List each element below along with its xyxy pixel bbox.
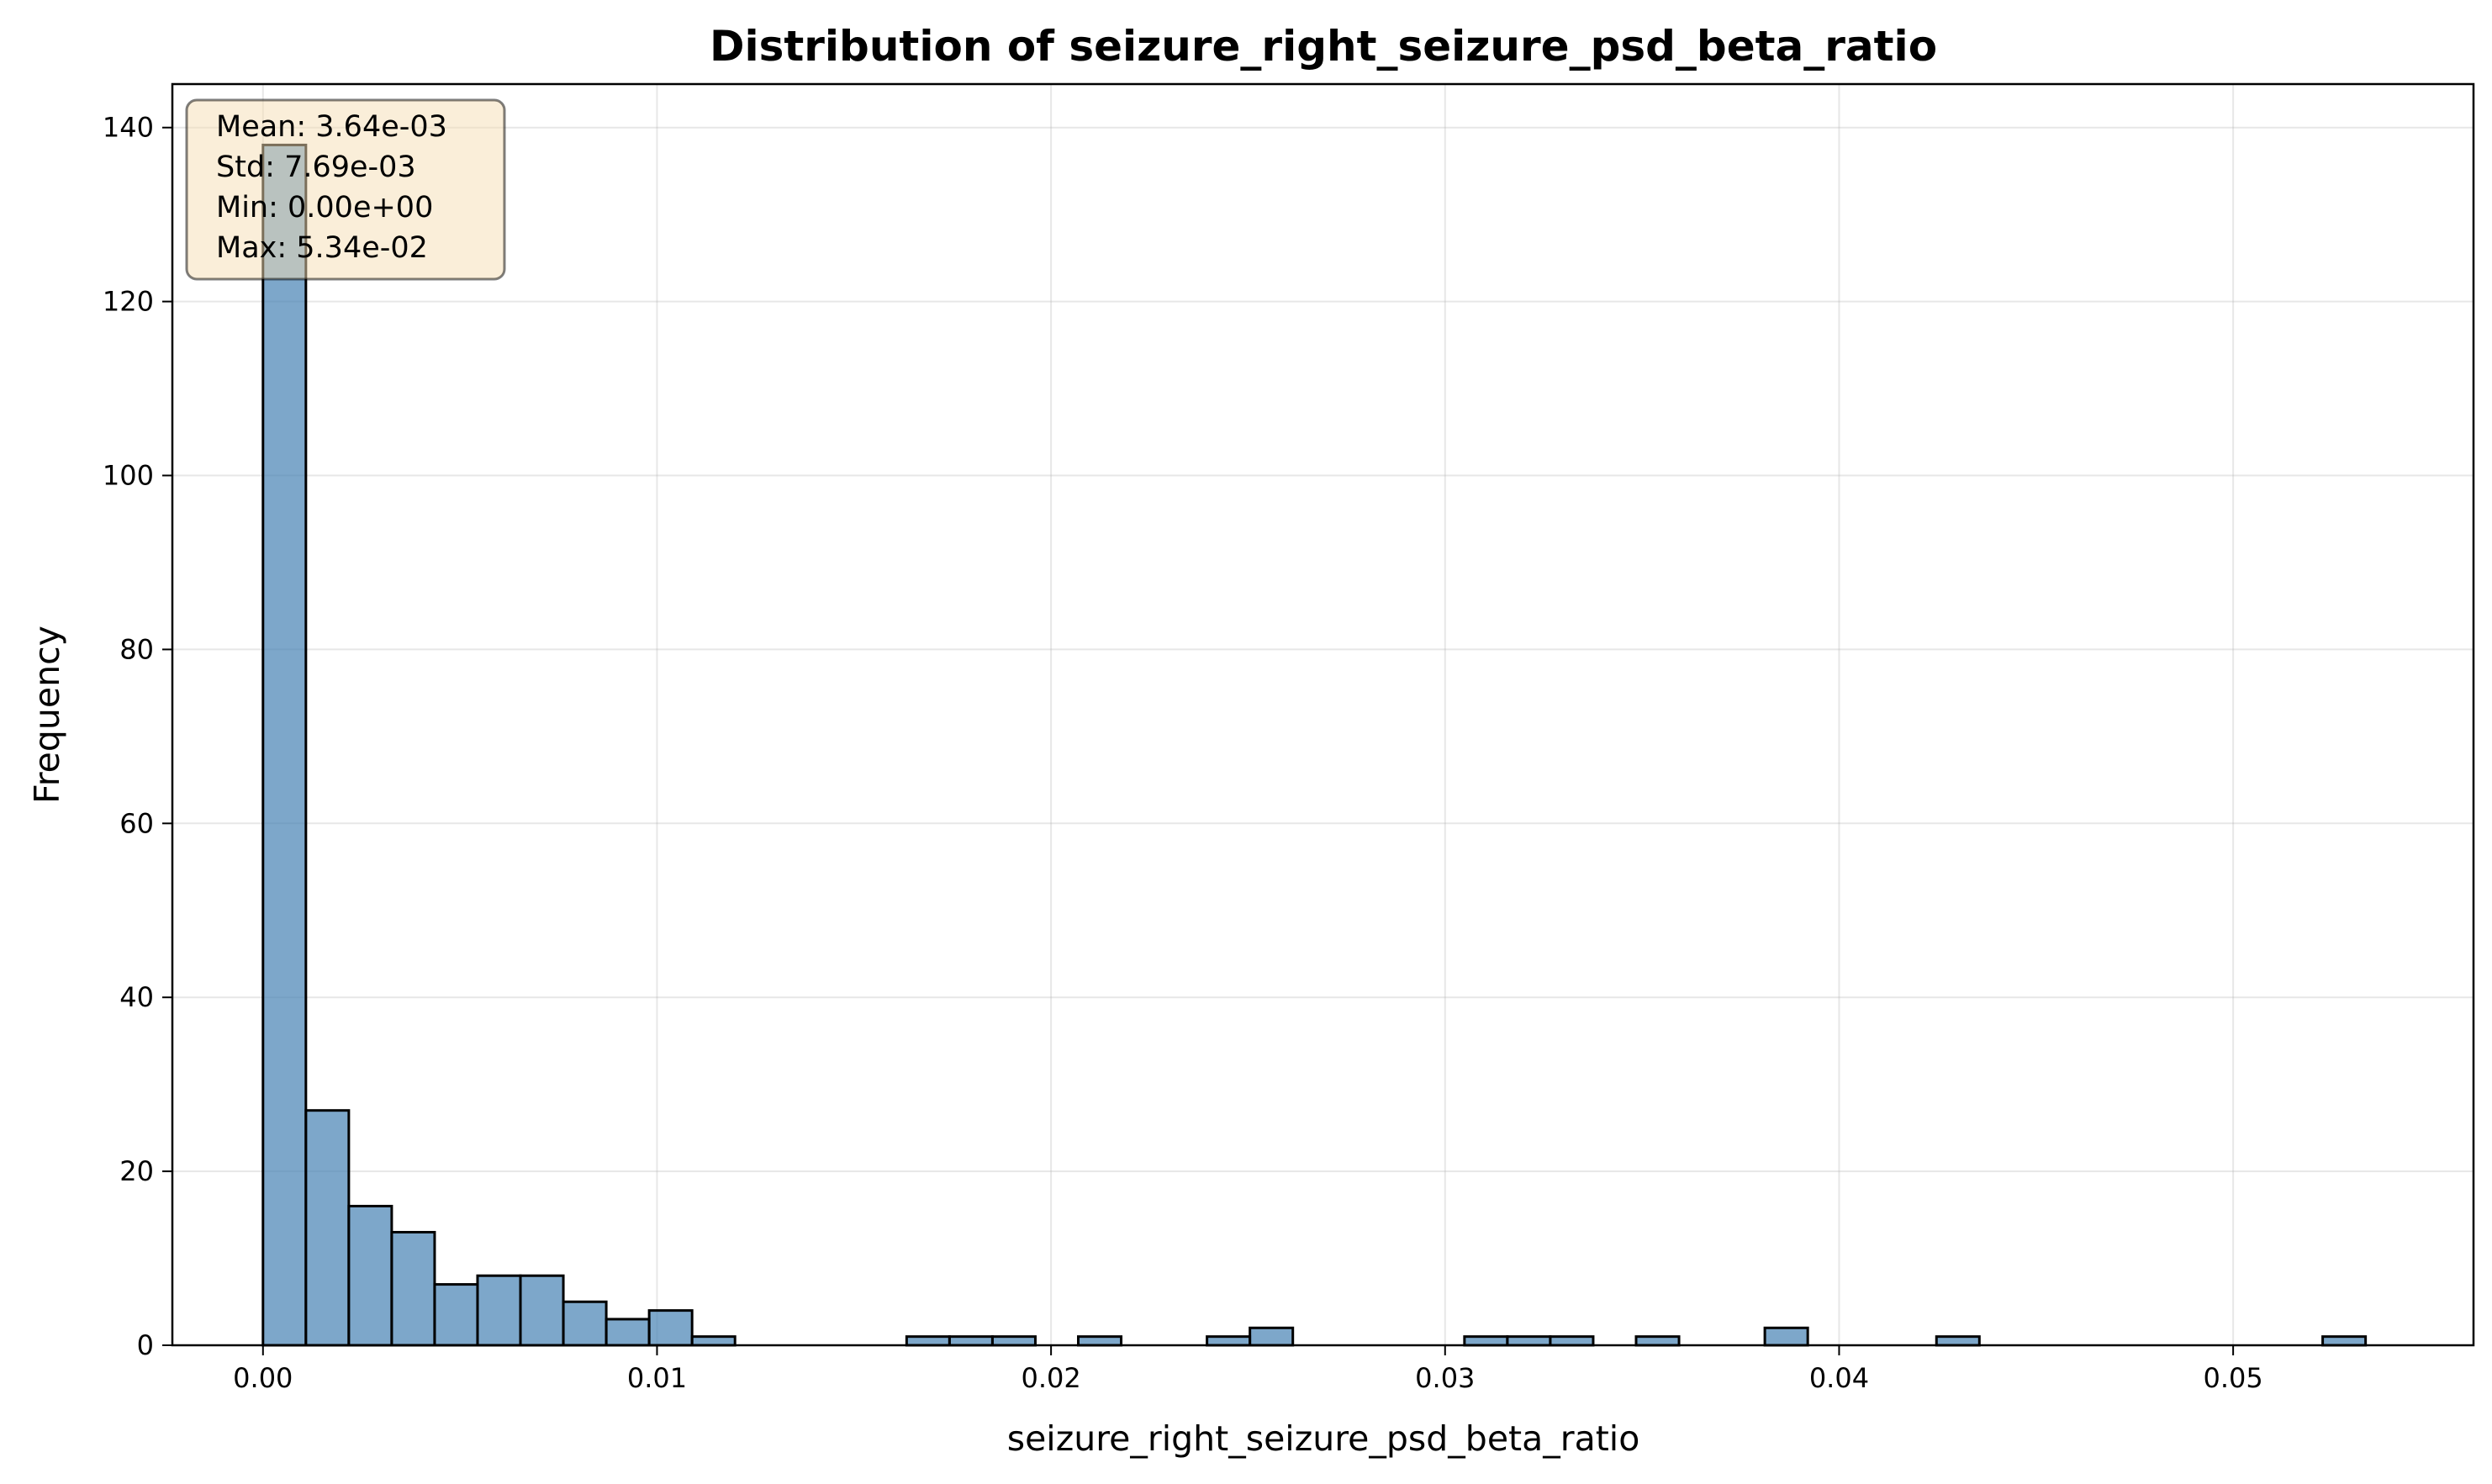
stats-box: Mean: 3.64e-03 Std: 7.69e-03 Min: 0.00e+… [185, 98, 506, 281]
x-tick-label-0: 0.00 [233, 1362, 293, 1394]
stats-std: Std: 7.69e-03 [216, 151, 416, 184]
y-tick-label-4: 80 [119, 633, 154, 665]
y-tick-label-7: 140 [103, 112, 154, 144]
x-tick-label-3: 0.03 [1415, 1362, 1475, 1394]
histogram-bar-10 [690, 1335, 737, 1347]
histogram-bar-32 [1634, 1335, 1681, 1347]
x-tick-label-5: 0.05 [2203, 1362, 2262, 1394]
histogram-bars [261, 143, 2368, 1347]
y-tick-label-6: 120 [103, 286, 154, 318]
histogram-bar-15 [905, 1335, 951, 1347]
x-tick-label-2: 0.02 [1021, 1362, 1080, 1394]
histogram-bar-28 [1463, 1335, 1509, 1347]
stats-box-background [185, 98, 506, 281]
x-axis-title: seizure_right_seizure_psd_beta_ratio [1007, 1418, 1640, 1459]
stats-min: Min: 0.00e+00 [216, 191, 433, 224]
histogram-bar-2 [347, 1204, 393, 1347]
y-axis-title: Frequency [27, 626, 67, 804]
y-tick-label-2: 40 [119, 981, 154, 1013]
histogram-bar-19 [1077, 1335, 1123, 1347]
histogram-bar-48 [2321, 1335, 2368, 1347]
histogram-bar-9 [647, 1309, 694, 1347]
histogram-bar-35 [1763, 1326, 1809, 1347]
histogram-bar-22 [1206, 1335, 1252, 1347]
histogram-bar-8 [605, 1318, 651, 1347]
plot-frame [171, 82, 2475, 1347]
grid-lines [172, 84, 2474, 1346]
x-tick-label-1: 0.01 [627, 1362, 687, 1394]
y-tick-label-5: 100 [103, 460, 154, 492]
chart-title: Distribution of seizure_right_seizure_ps… [710, 22, 1937, 71]
histogram-bar-23 [1249, 1326, 1295, 1347]
histogram-bar-3 [390, 1231, 436, 1347]
y-axis-ticks: 0 20 40 60 80 100 120 140 [103, 112, 172, 1361]
x-tick-label-4: 0.04 [1809, 1362, 1869, 1394]
histogram-bar-5 [476, 1274, 522, 1347]
histogram-bar-6 [519, 1274, 565, 1347]
y-tick-label-1: 20 [119, 1155, 154, 1187]
histogram-bar-16 [948, 1335, 994, 1347]
y-tick-label-0: 0 [137, 1329, 154, 1361]
histogram-bar-30 [1549, 1335, 1595, 1347]
histogram-bar-29 [1506, 1335, 1552, 1347]
histogram-bar-39 [1935, 1335, 1981, 1347]
histogram-bar-7 [562, 1300, 608, 1347]
histogram-bar-17 [990, 1335, 1037, 1347]
stats-max: Max: 5.34e-02 [216, 231, 428, 265]
stats-mean: Mean: 3.64e-03 [216, 110, 447, 144]
histogram-bar-1 [304, 1109, 351, 1347]
histogram-bar-0 [261, 143, 308, 1347]
histogram-bar-4 [433, 1283, 479, 1347]
x-axis-ticks: 0.00 0.01 0.02 0.03 0.04 0.05 [233, 1345, 2263, 1394]
y-tick-label-3: 60 [119, 807, 154, 839]
